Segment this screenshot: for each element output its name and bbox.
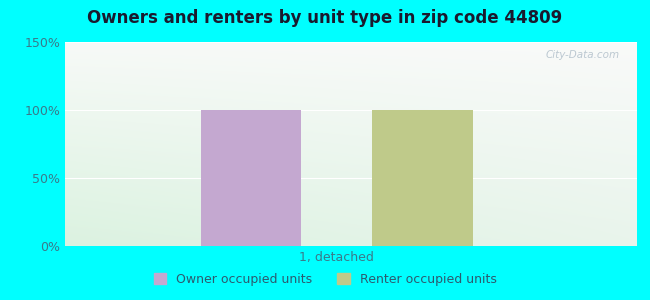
Text: Owners and renters by unit type in zip code 44809: Owners and renters by unit type in zip c… [87,9,563,27]
Bar [201,110,301,246]
Legend: Owner occupied units, Renter occupied units: Owner occupied units, Renter occupied un… [148,268,502,291]
Bar [372,110,473,246]
Text: City-Data.com: City-Data.com [546,50,620,60]
